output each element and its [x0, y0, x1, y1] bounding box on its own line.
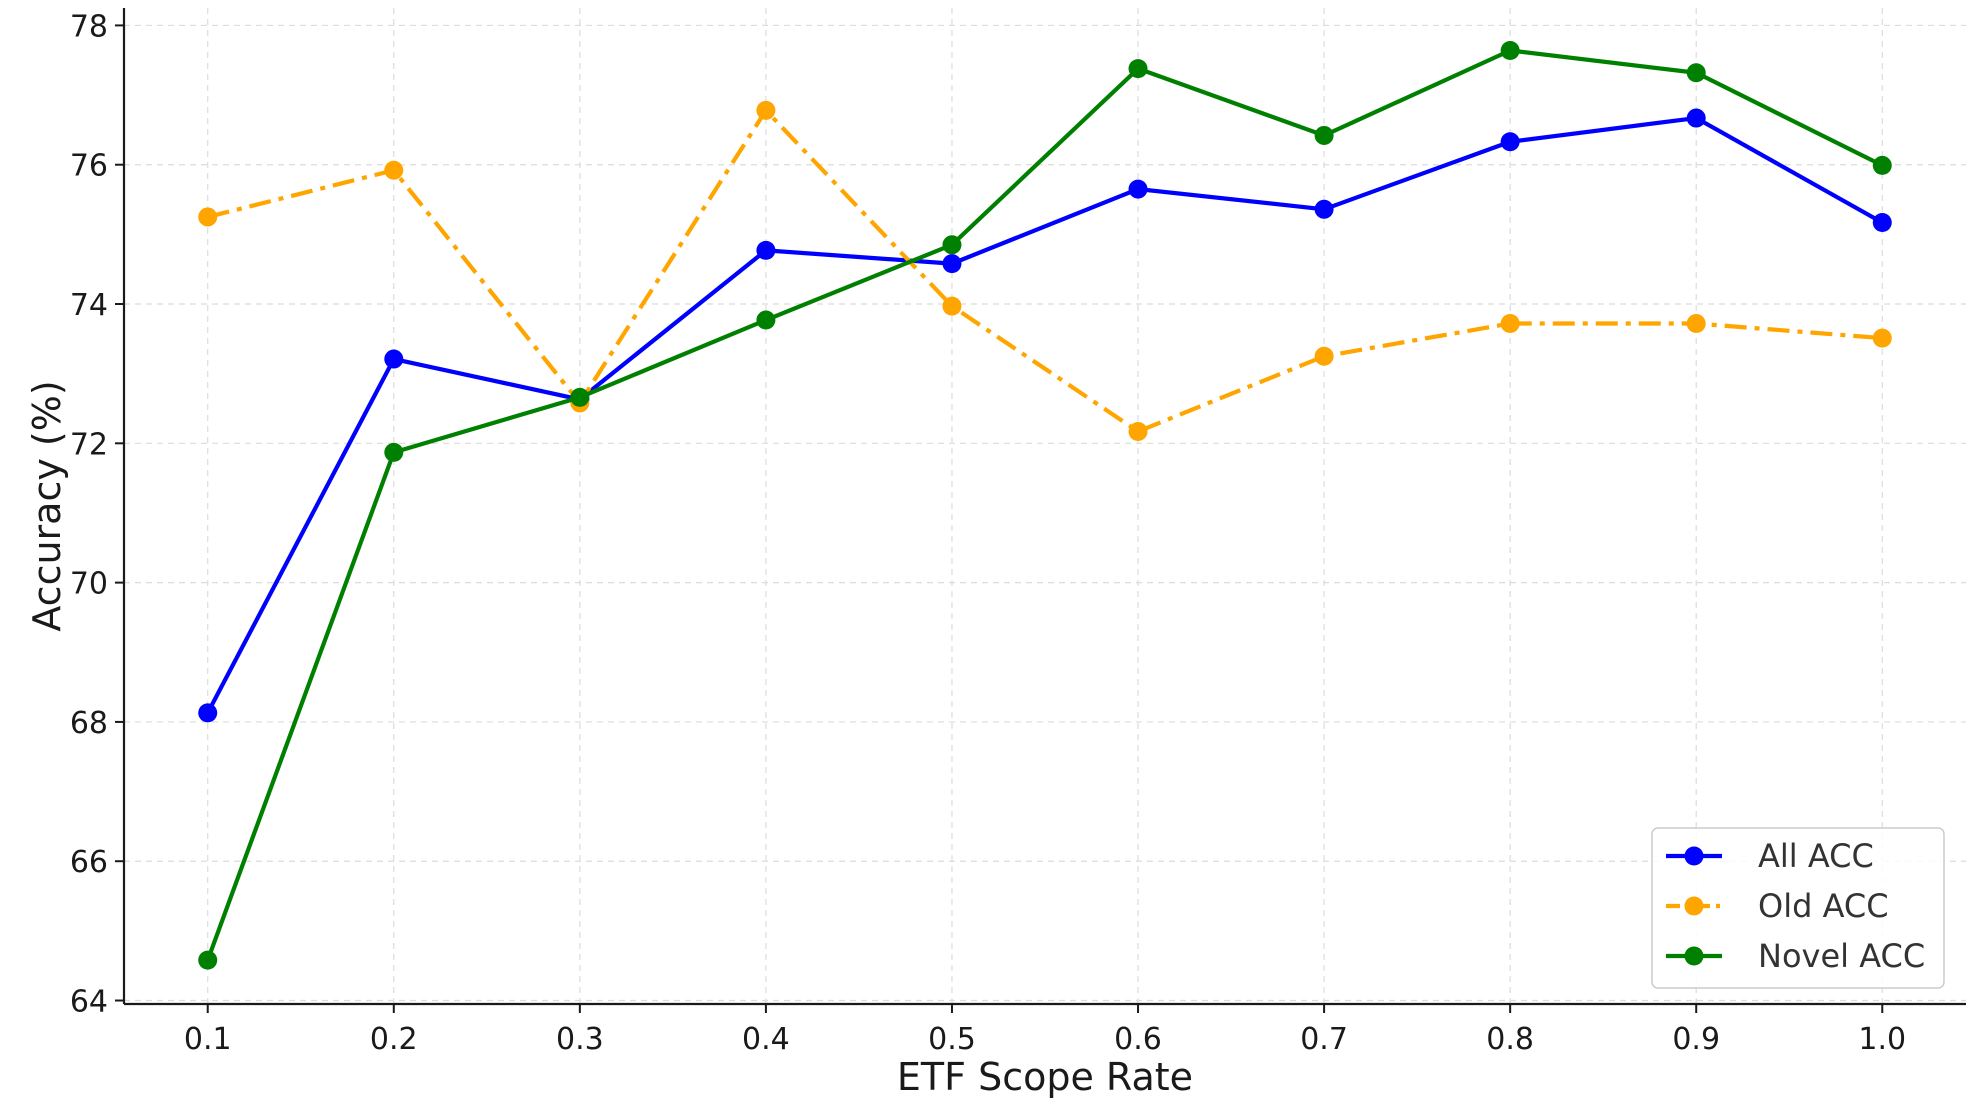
x-tick-label: 0.2 [370, 1022, 418, 1057]
data-point [198, 950, 218, 970]
data-point [942, 235, 962, 255]
data-point [384, 442, 404, 462]
series-line [205, 48, 1885, 963]
data-point [570, 387, 590, 407]
data-point [198, 207, 218, 227]
y-tick-label: 76 [70, 149, 108, 184]
data-point [1686, 108, 1706, 128]
legend-item: Novel ACC [1666, 937, 1925, 975]
series-novel-acc [198, 40, 1892, 970]
data-point [198, 703, 218, 723]
tick-marks: 0.1 0.2 0.3 0.4 0.5 0.6 0.7 0.8 0.9 1.0 64 66 68 70 72… [70, 9, 1906, 1057]
legend-label: All ACC [1758, 837, 1874, 875]
data-point [1128, 421, 1148, 441]
y-tick-label: 64 [70, 985, 108, 1020]
x-tick-label: 0.1 [184, 1022, 232, 1057]
x-tick-label: 0.5 [928, 1022, 976, 1057]
data-point [942, 296, 962, 316]
series-line [205, 115, 1885, 715]
series-all-acc [198, 108, 1892, 723]
data-point [1872, 155, 1892, 175]
data-point [1500, 314, 1520, 334]
legend-item: Old ACC [1666, 887, 1889, 925]
data-point [1686, 314, 1706, 334]
legend-label: Old ACC [1758, 887, 1889, 925]
data-point [384, 160, 404, 180]
data-point [756, 310, 776, 330]
series-line [207, 108, 1883, 434]
x-tick-label: 0.8 [1486, 1022, 1534, 1057]
data-point [756, 240, 776, 260]
data-point [1500, 132, 1520, 152]
data-point [756, 100, 776, 120]
legend-swatch-marker [1684, 896, 1704, 916]
data-point [1314, 125, 1334, 145]
legend-swatch-marker [1684, 846, 1704, 866]
data-point [1314, 346, 1334, 366]
data-point [1872, 328, 1892, 348]
legend-label: Novel ACC [1758, 937, 1925, 975]
x-axis-title: ETF Scope Rate [897, 1055, 1193, 1099]
x-tick-label: 0.9 [1672, 1022, 1720, 1057]
data-point [1128, 59, 1148, 79]
x-tick-label: 0.7 [1300, 1022, 1348, 1057]
y-tick-label: 66 [70, 845, 108, 880]
y-tick-label: 72 [70, 427, 108, 462]
y-tick-label: 68 [70, 706, 108, 741]
data-point [1314, 199, 1334, 219]
legend-box [1651, 827, 1945, 989]
series-old-acc [198, 100, 1892, 441]
series [198, 40, 1892, 970]
data-point [1686, 63, 1706, 83]
x-tick-label: 0.4 [742, 1022, 790, 1057]
y-tick-label: 70 [70, 567, 108, 602]
data-point [384, 349, 404, 369]
x-tick-label: 1.0 [1858, 1022, 1906, 1057]
data-point [1128, 179, 1148, 199]
data-point [1500, 40, 1520, 60]
y-tick-label: 78 [70, 9, 108, 44]
grid [124, 8, 1966, 1004]
legend: All ACC Old ACC Novel ACC [1651, 827, 1945, 989]
legend-swatch-marker [1684, 946, 1704, 966]
data-point [942, 254, 962, 274]
axes [122, 8, 1966, 1006]
legend-item: All ACC [1666, 837, 1874, 875]
y-axis-title: Accuracy (%) [25, 380, 69, 631]
y-tick-label: 74 [70, 288, 108, 323]
x-tick-label: 0.6 [1114, 1022, 1162, 1057]
x-tick-label: 0.3 [556, 1022, 604, 1057]
data-point [1872, 213, 1892, 233]
